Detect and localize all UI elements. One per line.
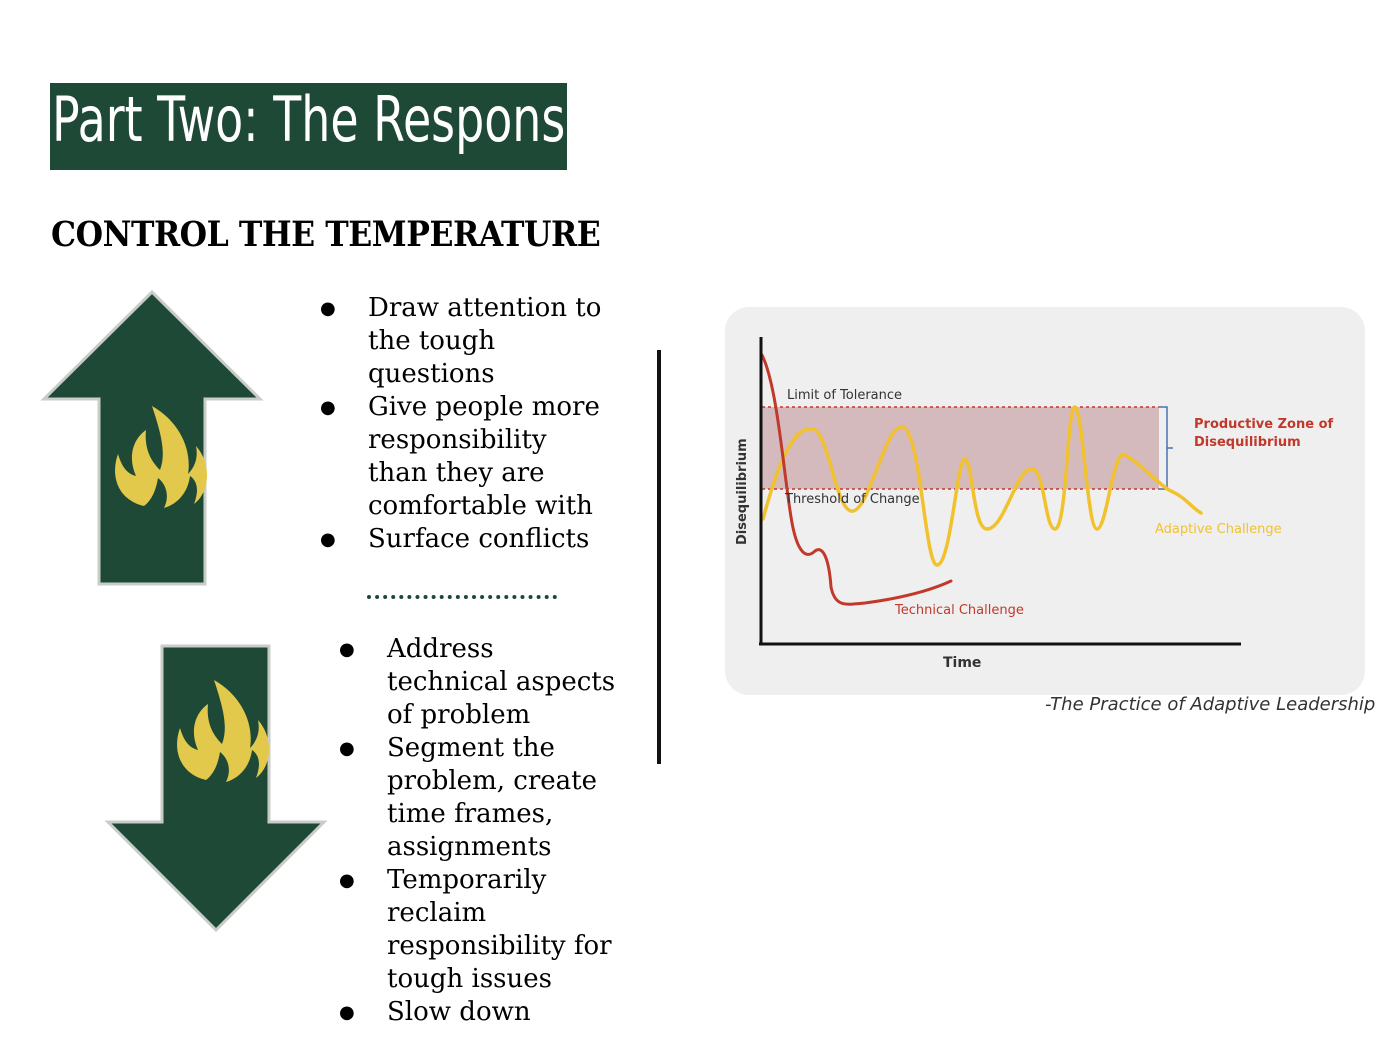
technical-challenge-line xyxy=(760,353,953,606)
diagram-canvas: Limit of Tolerance Threshold of Change P… xyxy=(735,337,1334,671)
flame-icon xyxy=(177,680,270,782)
slide-subtitle: CONTROL THE TEMPERATURE xyxy=(51,214,601,255)
diagram-caption: -The Practice of Adaptive Leadership xyxy=(1045,694,1376,715)
lower-heat-list: Address technical aspects of problem Seg… xyxy=(339,633,619,1029)
adaptive-challenge-line xyxy=(761,405,1203,567)
limit-label: Limit of Tolerance xyxy=(787,388,902,403)
up-arrow-flame-icon xyxy=(40,289,264,586)
vertical-divider xyxy=(657,350,661,764)
adaptive-label: Adaptive Challenge xyxy=(1155,522,1282,537)
list-item: Segment the problem, create time frames,… xyxy=(339,732,619,864)
list-item: Slow down xyxy=(339,996,619,1029)
list-item: Address technical aspects of problem xyxy=(339,633,619,732)
disequilibrium-diagram: Limit of Tolerance Threshold of Change P… xyxy=(725,307,1365,695)
list-item: Draw attention to the tough questions xyxy=(320,292,610,391)
flame-icon xyxy=(115,406,208,508)
threshold-label: Threshold of Change xyxy=(784,492,920,507)
dotted-divider xyxy=(367,595,557,599)
list-item: Temporarily reclaim responsibility for t… xyxy=(339,864,619,996)
title-band: Part Two: The Response xyxy=(50,83,567,170)
zone-label-line2: Disequilibrium xyxy=(1194,435,1301,450)
raise-heat-list: Draw attention to the tough questions Gi… xyxy=(320,292,610,556)
down-arrow-flame-icon xyxy=(104,644,328,933)
zone-label-line1: Productive Zone of xyxy=(1194,417,1334,432)
slide-title: Part Two: The Response xyxy=(52,83,567,156)
technical-label: Technical Challenge xyxy=(894,603,1024,618)
y-axis-label: Disequilibrium xyxy=(735,438,750,545)
zone-bracket xyxy=(1159,406,1173,490)
list-item: Surface conflicts xyxy=(320,523,610,556)
list-item: Give people more responsibility than the… xyxy=(320,391,610,523)
x-axis-label: Time xyxy=(943,655,981,671)
